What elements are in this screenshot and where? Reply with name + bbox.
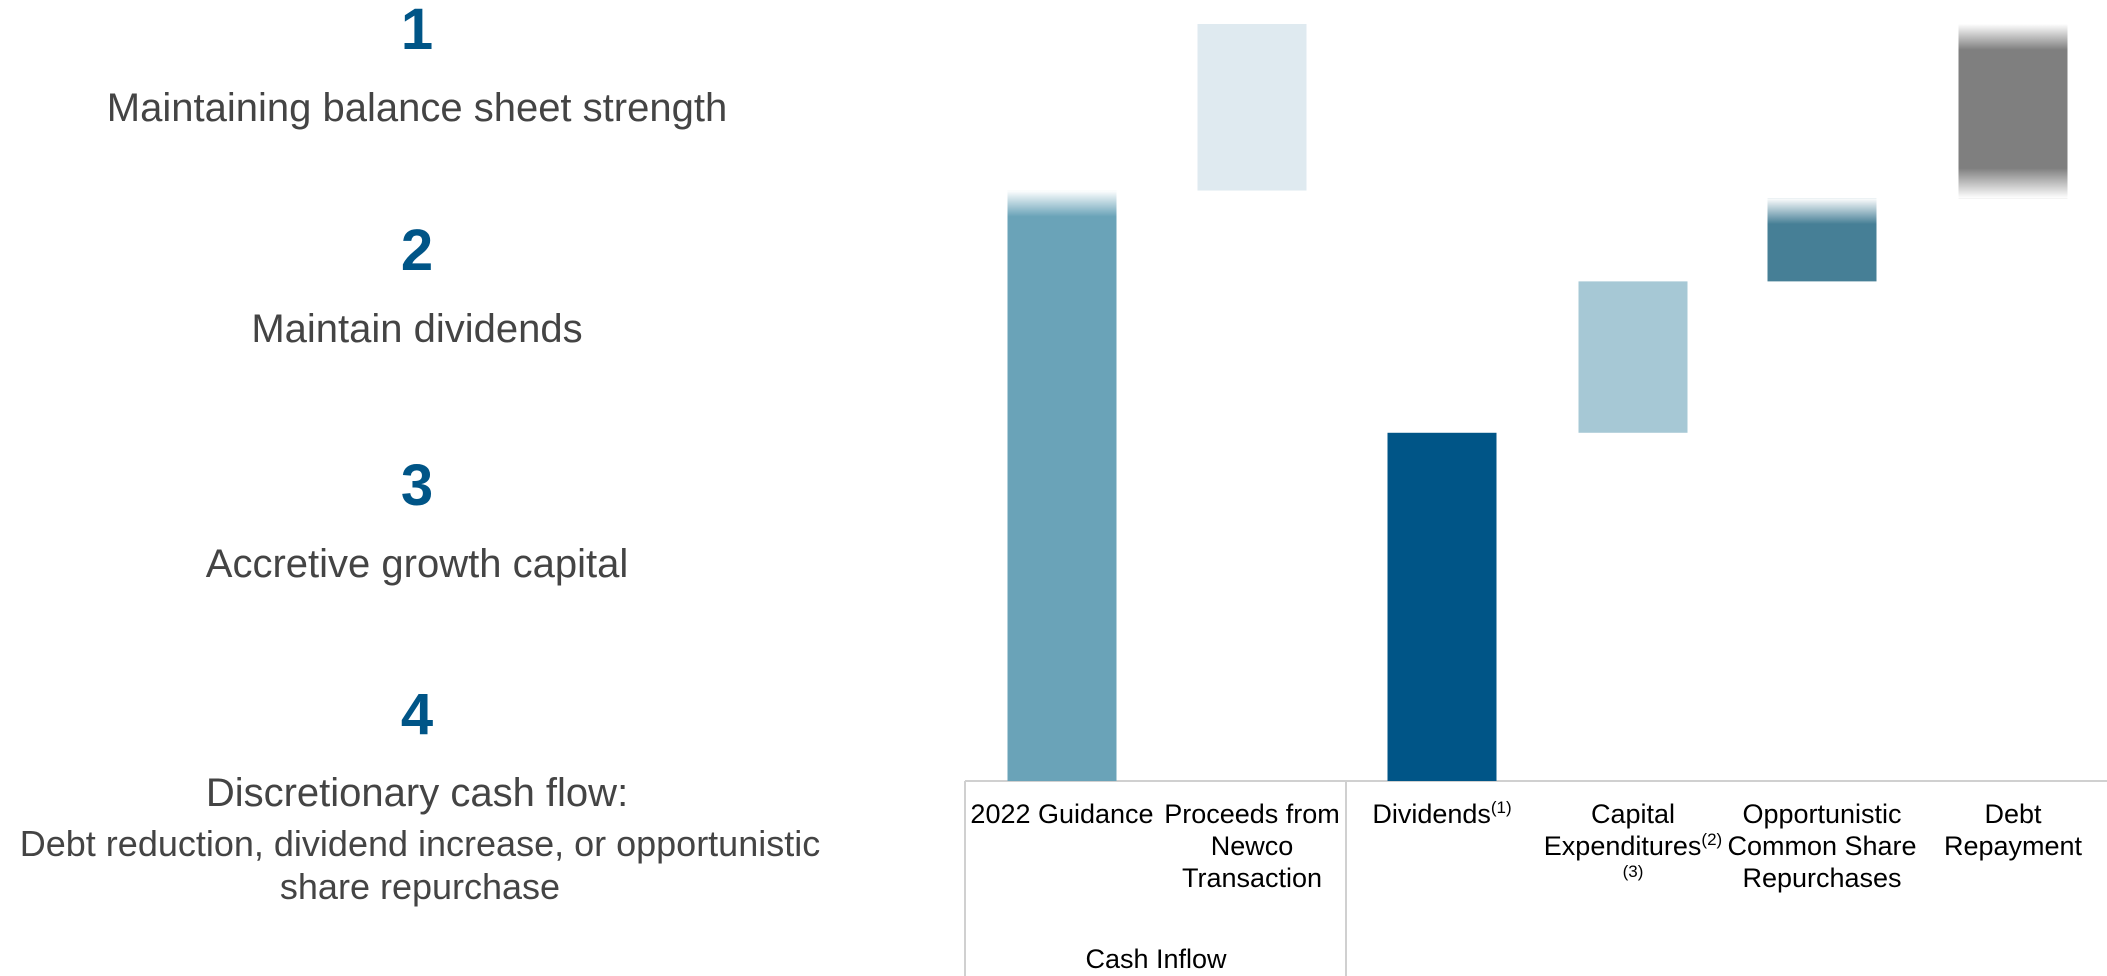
footnote: (2)(3) [1622, 830, 1723, 881]
group-label: Cash Inflow [1085, 944, 1227, 974]
category-label: Debt Repayment [1918, 798, 2107, 862]
category-text: 2022 Guidance [970, 799, 1154, 829]
item-text: Discretionary cash flow: [205, 771, 629, 815]
category-label: 2022 Guidance [967, 798, 1157, 830]
category-text: Capital Expenditures [1543, 799, 1702, 861]
item-text: Maintain dividends [251, 307, 583, 351]
category-text: Proceeds from Newco Transaction [1164, 799, 1340, 893]
bar [1387, 432, 1497, 781]
item-detail: Debt reduction, dividend increase, or op… [19, 823, 821, 907]
category-label: Opportunistic Common Share Repurchases [1727, 798, 1917, 894]
bar [1578, 281, 1688, 433]
bar-fade [1767, 198, 1877, 225]
footnote: (1) [1490, 798, 1512, 817]
category-text: Debt Repayment [1943, 799, 2083, 861]
item-number: 1 [400, 0, 434, 62]
item-number: 4 [400, 682, 434, 747]
category-text: Opportunistic Common Share Repurchases [1727, 799, 1917, 893]
category-label: Dividends(1) [1347, 798, 1537, 830]
item-text: Maintaining balance sheet strength [106, 86, 728, 130]
bar-fade [1958, 24, 2068, 50]
bar [1197, 24, 1307, 191]
bar-fade [1007, 190, 1117, 217]
category-label: Proceeds from Newco Transaction [1157, 798, 1347, 894]
category-label: Capital Expenditures(2)(3) [1538, 798, 1728, 894]
item-number: 3 [400, 453, 434, 518]
category-text: Dividends [1372, 799, 1491, 829]
bar-fade [1958, 168, 2068, 199]
item-text: Accretive growth capital [205, 542, 629, 586]
item-number: 2 [400, 218, 434, 283]
bar [1007, 190, 1117, 782]
